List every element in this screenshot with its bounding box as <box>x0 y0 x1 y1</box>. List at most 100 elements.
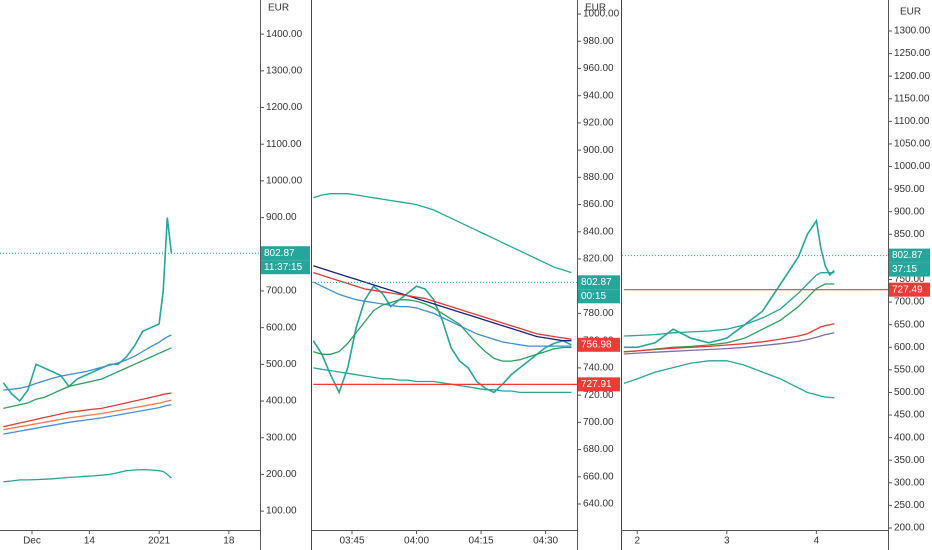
x-tick-label: 14 <box>84 536 96 547</box>
series-line <box>623 272 835 337</box>
y-tick-label: 860.00 <box>583 199 614 210</box>
series-line <box>313 281 572 347</box>
price-badge <box>889 282 930 297</box>
y-tick-label: 1250.00 <box>894 48 931 59</box>
y-tick-label: 680.00 <box>583 444 614 455</box>
series-line <box>623 283 835 353</box>
y-tick-label: 700.00 <box>266 286 297 297</box>
price-badge-label: 727.91 <box>581 379 612 390</box>
x-tick-label: Dec <box>23 536 41 547</box>
countdown-badge <box>578 289 620 304</box>
price-badge <box>261 246 310 261</box>
x-tick-label: 18 <box>223 536 235 547</box>
y-tick-label: 500.00 <box>894 387 925 398</box>
countdown-badge <box>261 260 310 275</box>
y-tick-label: 350.00 <box>894 455 925 466</box>
series-line <box>313 271 572 340</box>
y-tick-label: 400.00 <box>894 432 925 443</box>
y-tick-label: 750.00 <box>894 274 925 285</box>
y-tick-label: 450.00 <box>894 410 925 421</box>
countdown-label: 00:15 <box>581 291 606 302</box>
series-line <box>313 367 572 394</box>
x-tick-label: 04:00 <box>404 536 429 547</box>
price-badge-label: 756.98 <box>581 339 612 350</box>
unit-label[interactable]: EUR <box>900 7 921 18</box>
y-tick-label: 1200.00 <box>266 102 303 113</box>
price-badge <box>578 337 620 352</box>
y-tick-label: 660.00 <box>583 471 614 482</box>
x-tick-label: 03:45 <box>339 536 364 547</box>
unit-label: EUR <box>268 3 289 14</box>
y-tick-label: 500.00 <box>266 359 297 370</box>
y-tick-label: 600.00 <box>894 342 925 353</box>
y-tick-label: 820.00 <box>583 254 614 265</box>
y-tick-label: 650.00 <box>894 319 925 330</box>
series-line <box>623 332 835 355</box>
price-badge-label: 802.87 <box>581 277 612 288</box>
y-tick-label: 1400.00 <box>266 29 303 40</box>
series-line <box>623 360 835 399</box>
y-tick-label: 400.00 <box>266 396 297 407</box>
y-tick-label: 900.00 <box>266 212 297 223</box>
y-tick-label: 850.00 <box>894 229 925 240</box>
y-tick-label: 1200.00 <box>894 71 931 82</box>
y-tick-label: 780.00 <box>583 308 614 319</box>
series-line <box>313 299 572 362</box>
y-tick-label: 1000.00 <box>894 161 931 172</box>
countdown-badge <box>889 262 930 277</box>
y-tick-label: 980.00 <box>583 36 614 47</box>
series-line <box>3 334 172 391</box>
x-tick-label: 4 <box>814 536 820 547</box>
unit-label: EUR <box>585 3 606 14</box>
series-line <box>312 285 572 395</box>
series-line <box>3 404 172 435</box>
price-badge <box>578 275 620 290</box>
y-tick-label: 250.00 <box>894 500 925 511</box>
y-tick-label: 950.00 <box>894 184 925 195</box>
price-badge-label: 727.49 <box>892 284 923 295</box>
x-tick-label: 2 <box>634 536 640 547</box>
series-line <box>3 399 172 431</box>
series-line <box>3 468 172 483</box>
y-tick-label: 1000.00 <box>266 176 303 187</box>
y-tick-label: 1300.00 <box>894 26 931 37</box>
y-tick-label: 1050.00 <box>894 139 931 150</box>
countdown-label: 37:15 <box>892 264 917 275</box>
y-tick-label: 640.00 <box>583 499 614 510</box>
x-tick-label: 04:15 <box>469 536 494 547</box>
y-tick-label: 300.00 <box>894 477 925 488</box>
y-tick-label: 960.00 <box>583 63 614 74</box>
series-line <box>313 265 572 342</box>
price-badge-label: 802.87 <box>892 250 923 261</box>
price-badge <box>889 248 930 263</box>
y-tick-label: 1100.00 <box>894 116 930 127</box>
series-line <box>623 323 835 353</box>
y-tick-label: 900.00 <box>583 145 614 156</box>
y-tick-label: 920.00 <box>583 118 614 129</box>
price-badge-label: 802.87 <box>264 248 295 259</box>
series-line <box>3 347 172 410</box>
y-tick-label: 1100.00 <box>266 139 302 150</box>
y-tick-label: 200.00 <box>894 523 925 534</box>
y-tick-label: 1000.00 <box>583 9 620 20</box>
countdown-label: 11:37:15 <box>264 262 303 273</box>
y-tick-label: 740.00 <box>583 363 614 374</box>
y-tick-label: 200.00 <box>266 469 297 480</box>
y-tick-label: 300.00 <box>266 432 297 443</box>
y-tick-label: 900.00 <box>894 206 925 217</box>
x-tick-label: 2021 <box>148 536 171 547</box>
y-tick-label: 700.00 <box>894 297 925 308</box>
x-tick-label: 04:30 <box>533 536 558 547</box>
y-tick-label: 1300.00 <box>266 65 303 76</box>
price-badge <box>578 377 620 392</box>
y-tick-label: 700.00 <box>583 417 614 428</box>
y-tick-label: 600.00 <box>266 322 297 333</box>
y-tick-label: 720.00 <box>583 390 614 401</box>
y-tick-label: 550.00 <box>894 365 925 376</box>
series-line <box>3 392 172 428</box>
series-line <box>313 193 572 274</box>
x-tick-label: 3 <box>724 536 730 547</box>
series-line <box>2 217 173 403</box>
